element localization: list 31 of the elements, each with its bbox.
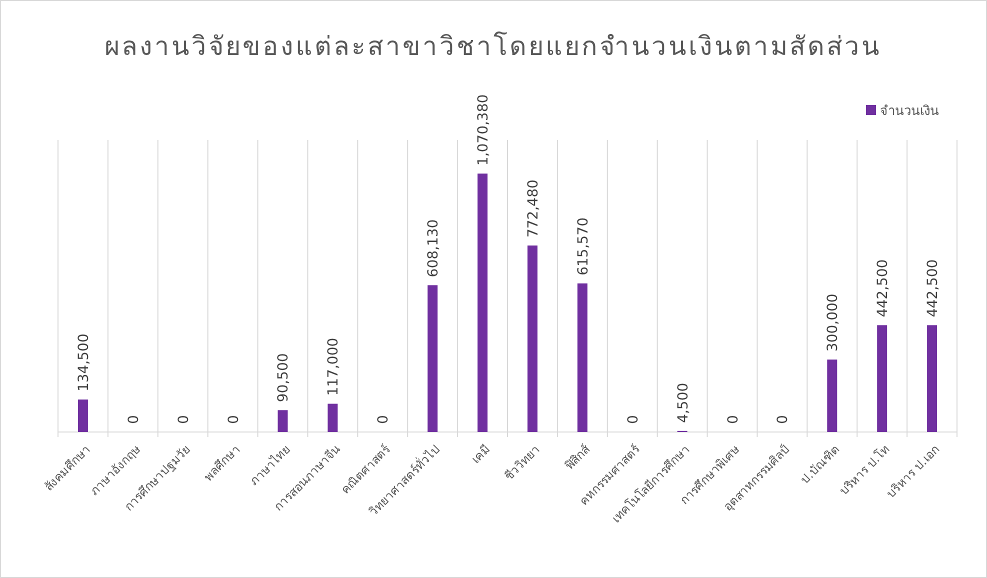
- data-label: 0: [226, 415, 242, 424]
- data-label: 300,000: [825, 294, 842, 352]
- bar: [827, 360, 838, 432]
- data-label: 0: [725, 415, 742, 424]
- data-label: 442,500: [875, 259, 892, 318]
- data-label: 0: [775, 415, 792, 424]
- data-label: 1,070,380: [476, 94, 492, 166]
- bar: [577, 283, 588, 432]
- bar: [278, 410, 288, 432]
- data-label: 608,130: [426, 219, 442, 278]
- x-tick-label: เคมี: [468, 442, 493, 466]
- bar: [877, 325, 888, 432]
- data-label: 90,500: [276, 353, 292, 402]
- data-label: 442,500: [925, 259, 942, 318]
- data-label: 772,480: [525, 180, 542, 238]
- bar: [478, 174, 488, 432]
- bar: [527, 246, 538, 432]
- bar: [428, 285, 438, 432]
- data-label: 0: [376, 415, 392, 424]
- data-label: 4,500: [675, 382, 692, 423]
- data-label: 117,000: [326, 338, 342, 396]
- data-label: 134,500: [76, 334, 92, 392]
- bar: [328, 404, 338, 432]
- data-label: 0: [625, 415, 642, 424]
- bar: [78, 400, 88, 432]
- legend-label: จำนวนเงิน: [880, 104, 939, 119]
- data-label: 615,570: [575, 217, 592, 276]
- data-label: 0: [176, 415, 192, 424]
- chart-title: ผลงานวิจัยของแต่ละสาขาวิชาโดยแยกจำนวนเงินตามสัดส่วน: [104, 31, 882, 62]
- bar: [927, 325, 938, 432]
- data-label: 0: [126, 415, 142, 424]
